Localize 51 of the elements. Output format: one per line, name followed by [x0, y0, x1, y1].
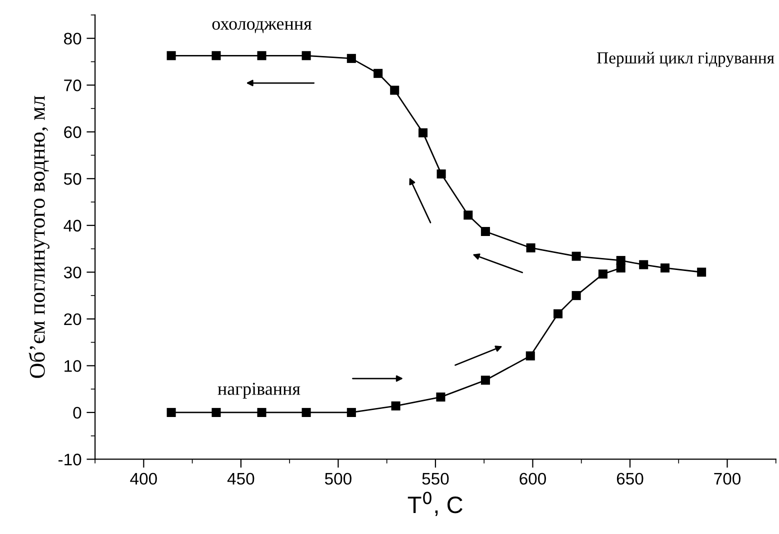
point [616, 263, 626, 272]
point [480, 226, 490, 236]
point [526, 351, 535, 360]
point [166, 51, 176, 60]
y-tick-label: 70 [64, 80, 82, 92]
point [346, 408, 356, 417]
point [464, 210, 473, 220]
x-tick-label: 500 [324, 472, 352, 485]
y-tick-label: 0 [73, 406, 82, 419]
y-axis-title: Об’єм поглинутого водню, мл [28, 96, 50, 378]
point [302, 408, 311, 417]
y-tick-label: 30 [64, 266, 82, 278]
x-tick-label: 700 [714, 472, 741, 485]
point [639, 260, 648, 270]
y-tick-label: 10 [64, 360, 82, 372]
point [598, 270, 608, 279]
series-label: нагрівання [218, 382, 300, 399]
point [572, 291, 581, 300]
point [391, 401, 400, 410]
point [526, 243, 536, 252]
point [572, 252, 581, 261]
point [257, 51, 266, 60]
x-tick-label: 600 [520, 472, 546, 485]
point [554, 309, 563, 318]
point [418, 128, 428, 138]
point [697, 268, 706, 277]
annotation: Перший цикл гідрування [597, 52, 774, 67]
x-tick-label: 550 [422, 472, 449, 485]
x-tick-label: 400 [130, 472, 157, 485]
point [660, 263, 670, 272]
point [212, 408, 221, 417]
point [374, 68, 383, 78]
point [257, 408, 266, 417]
point [436, 169, 446, 178]
series-label: охолодження [212, 21, 312, 34]
y-tick-label: 40 [64, 220, 82, 232]
point [480, 376, 490, 385]
point [212, 51, 221, 60]
y-tick-label: 50 [64, 173, 82, 185]
y-tick-label: -10 [58, 454, 82, 466]
y-tick-label: 80 [64, 32, 82, 45]
point [346, 54, 356, 63]
y-tick-label: 20 [64, 313, 82, 326]
point [390, 86, 400, 95]
point [302, 51, 311, 60]
point [436, 392, 446, 402]
point [166, 408, 176, 417]
y-tick-label: 60 [64, 126, 82, 138]
x-axis-title: T$^{0}$, C [408, 492, 462, 516]
x-tick-label: 450 [227, 472, 254, 485]
x-tick-label: 650 [616, 472, 644, 485]
